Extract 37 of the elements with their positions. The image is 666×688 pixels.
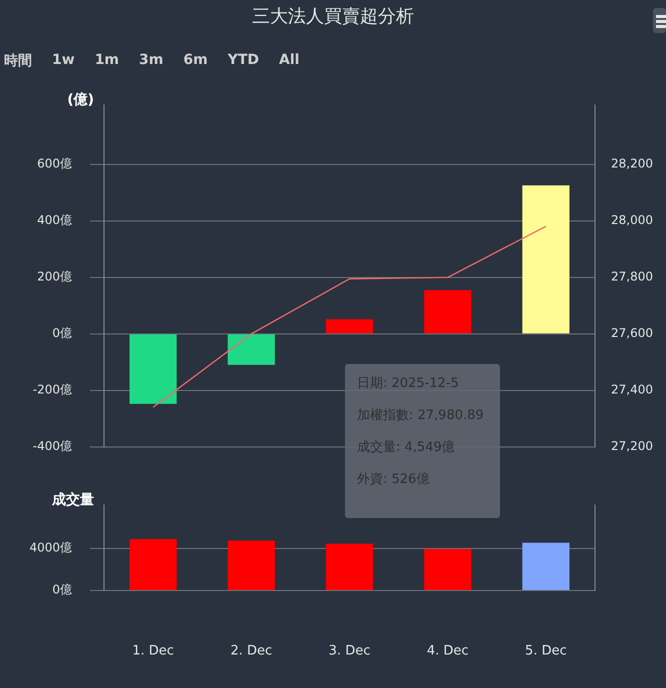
y2-tick-label: 28,000 — [611, 213, 653, 228]
bar — [326, 319, 374, 334]
y2-tick-label: 28,200 — [611, 156, 653, 171]
y2-tick-label: 27,600 — [611, 326, 653, 340]
bar — [326, 544, 374, 590]
chart-title: 三大法人買賣超分析 — [251, 5, 415, 28]
bar — [522, 542, 570, 590]
bar — [228, 540, 275, 590]
y-tick-label: -400億 — [32, 438, 72, 453]
x-tick-label: 1. Dec — [132, 644, 174, 659]
x-tick-label: 5. Dec — [525, 644, 567, 659]
y-tick-label: 4000億 — [29, 540, 72, 555]
y-tick-label: 600億 — [37, 156, 72, 171]
bar — [424, 549, 472, 590]
y2-tick-label: 27,400 — [611, 382, 653, 396]
y-axis-title: 成交量 — [51, 490, 94, 508]
y-tick-label: 0億 — [52, 326, 72, 340]
range-selector: 時間 1w 1m 3m 6m YTD All — [4, 52, 300, 70]
x-tick-label: 2. Dec — [230, 644, 272, 659]
annotation: 成交量: 4,549億 — [357, 439, 456, 456]
x-tick-label: 3. Dec — [328, 644, 370, 659]
y2-tick-label: 27,200 — [611, 438, 653, 453]
y-tick-label: -200億 — [32, 382, 72, 396]
y-tick-label: 200億 — [37, 270, 72, 284]
y2-tick-label: 27,800 — [611, 270, 653, 284]
tooltip-box: 日期: 2025-12-5 加權指數: 27,980.89 成交量: 4,549億 外資: 526億 — [345, 364, 500, 518]
y-tick-label: 0億 — [52, 582, 72, 597]
y-tick-label: 400億 — [37, 213, 72, 228]
bar — [424, 290, 472, 334]
bar — [130, 539, 177, 590]
bar — [130, 334, 177, 404]
annotation: 日期: 2025-12-5 — [357, 375, 460, 392]
x-tick-label: 4. Dec — [426, 644, 469, 659]
bar — [228, 334, 275, 365]
annotation: 加權指數: 27,980.89 — [357, 407, 485, 424]
bar — [522, 185, 570, 334]
y-axis-title: (億) — [67, 90, 94, 108]
